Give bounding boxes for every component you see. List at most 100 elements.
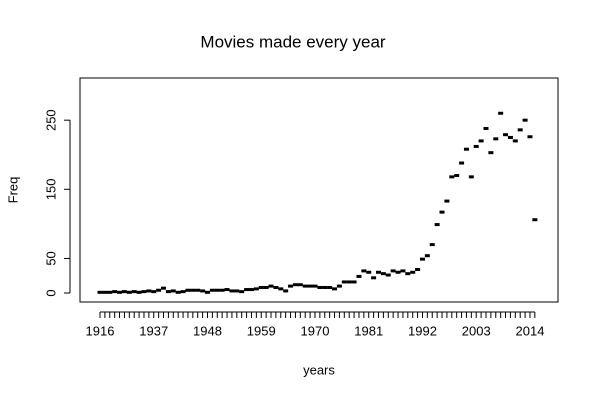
point — [165, 290, 171, 294]
point — [532, 218, 538, 222]
point — [498, 111, 504, 115]
point — [449, 175, 455, 179]
point — [258, 285, 264, 289]
point — [273, 285, 279, 289]
point — [317, 285, 323, 289]
point — [121, 290, 127, 294]
point — [483, 126, 489, 130]
point — [136, 290, 142, 294]
point — [361, 269, 367, 273]
point — [117, 290, 123, 294]
point — [292, 283, 298, 287]
point — [195, 288, 201, 292]
point — [214, 288, 220, 292]
point — [161, 286, 167, 290]
point — [332, 287, 338, 291]
point — [503, 133, 509, 137]
point — [493, 137, 499, 141]
point — [434, 223, 440, 227]
point — [395, 270, 401, 274]
x-tick-label: 1937 — [139, 323, 168, 338]
point — [141, 290, 147, 294]
point — [463, 147, 469, 151]
point — [190, 288, 196, 292]
x-tick-label: 1916 — [86, 323, 115, 338]
point — [439, 210, 445, 214]
point — [517, 128, 523, 132]
point — [459, 161, 465, 165]
point — [468, 175, 474, 179]
point — [200, 289, 206, 293]
point — [512, 139, 518, 143]
point — [146, 289, 152, 293]
point — [253, 287, 259, 291]
point — [112, 290, 118, 294]
point — [288, 284, 294, 288]
point — [356, 274, 362, 278]
point — [385, 273, 391, 277]
x-tick-label: 1981 — [354, 323, 383, 338]
point — [175, 290, 181, 294]
point — [229, 289, 235, 293]
x-tick-label: 1970 — [301, 323, 330, 338]
point — [297, 283, 303, 287]
point — [488, 151, 494, 155]
point — [454, 173, 460, 177]
point — [180, 290, 186, 294]
point — [400, 269, 406, 273]
point — [126, 290, 132, 294]
point — [107, 290, 113, 294]
point — [371, 276, 377, 280]
x-tick-label: 1992 — [408, 323, 437, 338]
point — [351, 280, 357, 284]
point — [302, 284, 308, 288]
point — [322, 285, 328, 289]
point — [185, 288, 191, 292]
point — [419, 257, 425, 261]
point — [307, 284, 313, 288]
point — [102, 290, 108, 294]
point — [268, 284, 274, 288]
x-tick-label: 2014 — [516, 323, 545, 338]
y-tick-label: 250 — [43, 109, 58, 131]
y-tick-label: 50 — [43, 251, 58, 265]
point — [346, 280, 352, 284]
point — [390, 269, 396, 273]
point — [376, 270, 382, 274]
point — [244, 288, 250, 292]
point — [156, 288, 162, 292]
point — [424, 254, 430, 258]
point — [522, 118, 528, 122]
point — [239, 290, 245, 294]
point — [527, 135, 533, 139]
point — [263, 285, 269, 289]
x-tick-label: 1959 — [247, 323, 276, 338]
point — [97, 290, 103, 294]
point — [366, 270, 372, 274]
point — [410, 270, 416, 274]
point — [312, 284, 318, 288]
point — [429, 243, 435, 247]
y-tick-label: 0 — [43, 289, 58, 296]
point — [415, 268, 421, 272]
plot-box — [79, 77, 559, 303]
point — [478, 139, 484, 143]
point — [336, 284, 342, 288]
point — [507, 135, 513, 139]
point — [473, 144, 479, 148]
x-tick-label: 2003 — [462, 323, 491, 338]
point — [405, 272, 411, 276]
point — [341, 280, 347, 284]
chart-title: Movies made every year — [200, 32, 386, 51]
point — [224, 288, 230, 292]
x-tick-label: 1948 — [193, 323, 222, 338]
point — [278, 287, 284, 291]
point — [444, 199, 450, 203]
point — [131, 290, 137, 294]
point — [327, 285, 333, 289]
point — [170, 289, 176, 293]
y-axis-label: Freq — [5, 177, 20, 204]
point — [219, 288, 225, 292]
